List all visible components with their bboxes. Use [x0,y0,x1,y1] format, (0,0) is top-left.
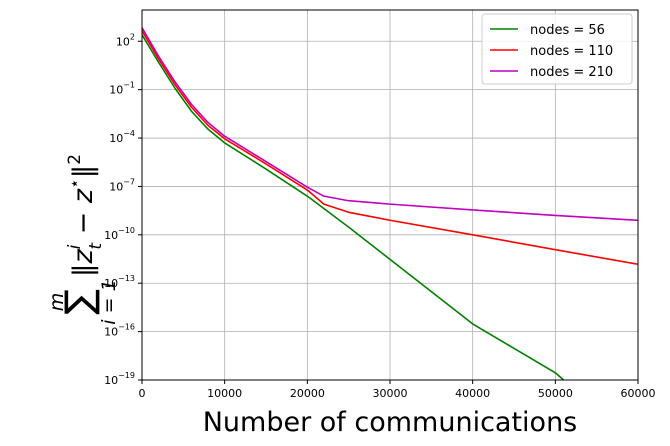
y-axis-norm-close: ‖ [68,165,99,179]
y-ticks: 10−19 10−16 10−13 10−10 10−7 10−4 10−1 102 [104,32,142,387]
x-tick-label: 50000 [538,387,573,400]
x-tick-label: 60000 [621,387,656,400]
x-ticks: 0 10000 20000 30000 40000 50000 60000 [139,380,656,400]
y-axis-sum-upper: m [46,293,68,312]
x-tick-label: 20000 [290,387,325,400]
x-tick-label: 10000 [207,387,242,400]
y-tick-label: 10−1 [109,81,135,97]
y-tick-label: 10−7 [109,177,135,193]
y-tick-label: 10−10 [104,226,135,242]
y-axis-star: ⋆ [65,178,85,189]
y-tick-label: 10−4 [109,129,135,145]
series-line-2 [142,30,638,266]
legend-label-3: nodes = 210 [530,65,613,80]
y-axis-norm-open: ‖z [68,249,99,278]
x-tick-label: 30000 [373,387,408,400]
x-tick-label: 40000 [455,387,490,400]
y-tick-label: 10−13 [104,274,135,290]
x-axis-label: Number of communications [203,407,578,438]
series-layer [142,27,638,380]
y-axis-sum-lower: i = 1 [98,279,120,324]
series-line-1 [142,34,565,380]
y-axis-sum-symbol: ∑ [57,289,101,315]
legend: nodes = 56 nodes = 110 nodes = 210 [481,13,633,85]
y-axis-subscript: t [86,242,106,250]
y-axis-power: 2 [65,154,85,165]
y-tick-label: 10−16 [104,323,135,339]
y-axis-label: m ∑ i = 1 ‖zit − z⋆‖2 [46,154,120,325]
y-axis-superscript: i [65,244,85,249]
legend-box [481,13,633,85]
y-axis-expression: ‖zit − z⋆‖2 [65,154,106,277]
series-line-3 [142,27,638,222]
y-axis-minus-z: − z [68,188,99,243]
y-tick-label: 102 [116,32,135,48]
legend-label-1: nodes = 56 [530,23,605,38]
x-tick-label: 0 [139,387,146,400]
y-tick-label: 10−19 [104,371,135,387]
legend-label-2: nodes = 110 [530,44,613,59]
